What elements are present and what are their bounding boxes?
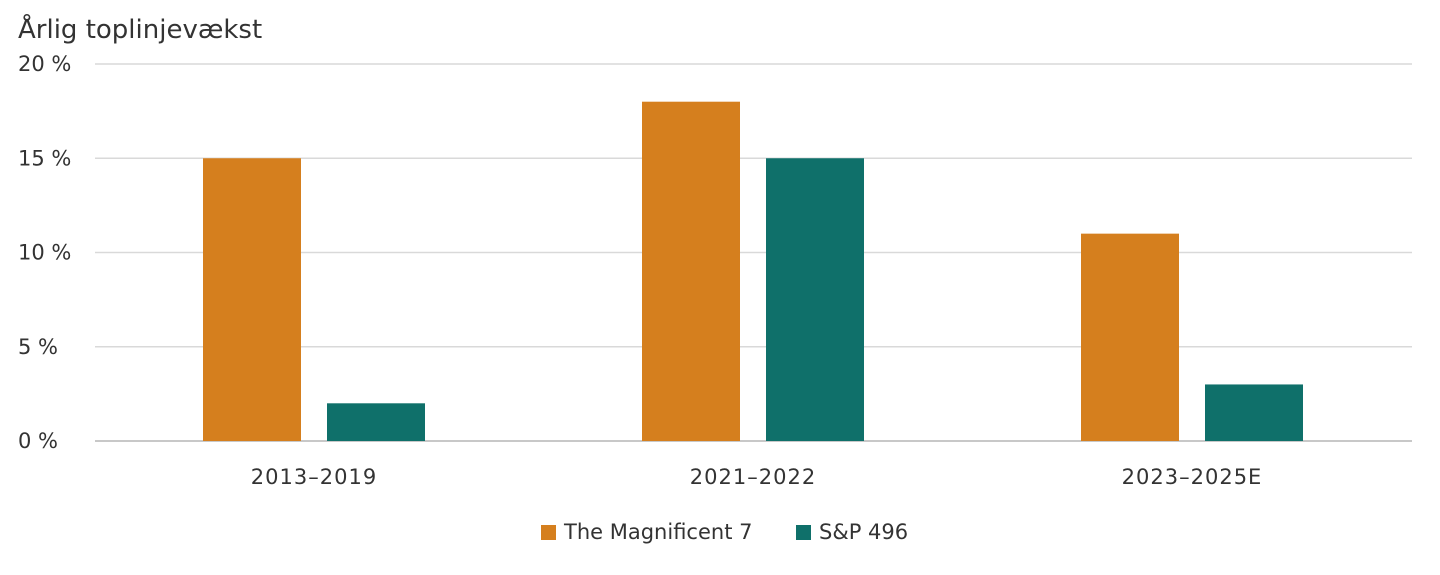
bar-magnificent-7-1: [642, 101, 740, 441]
legend-label: S&P 496: [819, 520, 908, 544]
bar-sp-496-2: [1205, 384, 1303, 441]
x-category-label: 2013–2019: [251, 465, 377, 489]
bar-sp-496-1: [766, 158, 864, 441]
grid-lines: [95, 63, 1412, 442]
y-tick-label: 5 %: [18, 335, 58, 359]
legend-swatch: [796, 525, 811, 540]
y-tick-label: 20 %: [18, 52, 71, 76]
y-axis-ticks: 0 % 5 % 10 % 15 % 20 %: [18, 52, 71, 453]
y-tick-label: 10 %: [18, 241, 71, 265]
legend-label: The Magnificent 7: [563, 520, 752, 544]
legend: The Magnificent 7 S&P 496: [541, 520, 908, 544]
x-category-label: 2021–2022: [690, 465, 816, 489]
bar-magnificent-7-0: [203, 158, 301, 441]
chart-title: Årlig toplinjevækst: [18, 13, 262, 45]
bars: [203, 101, 1303, 441]
legend-swatch: [541, 525, 556, 540]
x-axis-labels: 2013–2019 2021–2022 2023–2025E: [251, 465, 1263, 489]
y-tick-label: 15 %: [18, 146, 71, 170]
bar-magnificent-7-2: [1081, 233, 1179, 441]
y-tick-label: 0 %: [18, 429, 58, 453]
x-category-label: 2023–2025E: [1122, 465, 1263, 489]
bar-sp-496-0: [327, 403, 425, 441]
